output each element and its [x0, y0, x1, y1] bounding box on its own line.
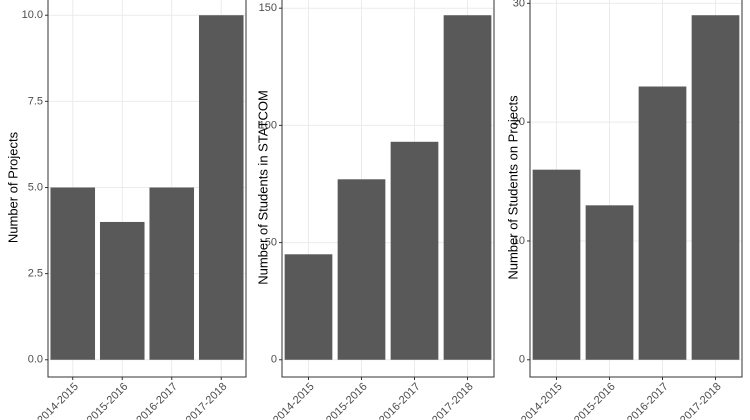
bar — [284, 254, 333, 360]
panel-border — [281, 0, 495, 378]
bar — [443, 15, 492, 360]
y-tick-label: 100 — [259, 119, 277, 131]
bar — [585, 205, 634, 360]
x-tick-label: 2017-2018 — [430, 381, 476, 420]
x-tick-label: 2016-2017 — [134, 381, 180, 420]
bar — [99, 221, 145, 360]
y-tick-label: 10 — [513, 235, 525, 247]
bar — [638, 86, 687, 360]
x-tick-label: 2016-2017 — [625, 381, 671, 420]
y-tick-label: 50 — [265, 236, 277, 248]
bar — [198, 15, 244, 360]
y-tick-label: 150 — [259, 2, 277, 14]
y-tick-label: 0.0 — [28, 354, 43, 366]
x-tick-label: 2017-2018 — [184, 381, 230, 420]
x-tick-label: 2015-2016 — [324, 381, 370, 420]
y-tick-label: 0 — [519, 354, 525, 366]
bar — [50, 187, 96, 360]
x-tick-label: 2015-2016 — [572, 381, 618, 420]
y-tick-label: 0 — [271, 354, 277, 366]
bar — [691, 15, 740, 360]
bar — [390, 141, 439, 360]
axis-title: Number of Students on Projects — [505, 95, 520, 280]
y-tick-label: 5.0 — [28, 181, 43, 193]
axis-title: Number of Projects — [5, 131, 20, 243]
y-tick-label: 20 — [513, 116, 525, 128]
x-tick-label: 2014-2015 — [271, 381, 317, 420]
bar — [337, 179, 386, 360]
axis-title: Number of Students in STATCOM — [255, 90, 270, 285]
x-tick-label: 2014-2015 — [519, 381, 565, 420]
x-tick-label: 2014-2015 — [35, 381, 81, 420]
x-tick-label: 2016-2017 — [377, 381, 423, 420]
y-tick-label: 7.5 — [28, 95, 43, 107]
panel-border — [529, 0, 743, 378]
bar — [532, 169, 581, 360]
y-tick-label: 30 — [513, 0, 525, 9]
y-tick-label: 2.5 — [28, 268, 43, 280]
x-tick-label: 2015-2016 — [85, 381, 131, 420]
x-tick-label: 2017-2018 — [678, 381, 724, 420]
panel-border — [47, 0, 247, 378]
bar — [149, 187, 195, 360]
y-tick-label: 10.0 — [22, 9, 43, 21]
